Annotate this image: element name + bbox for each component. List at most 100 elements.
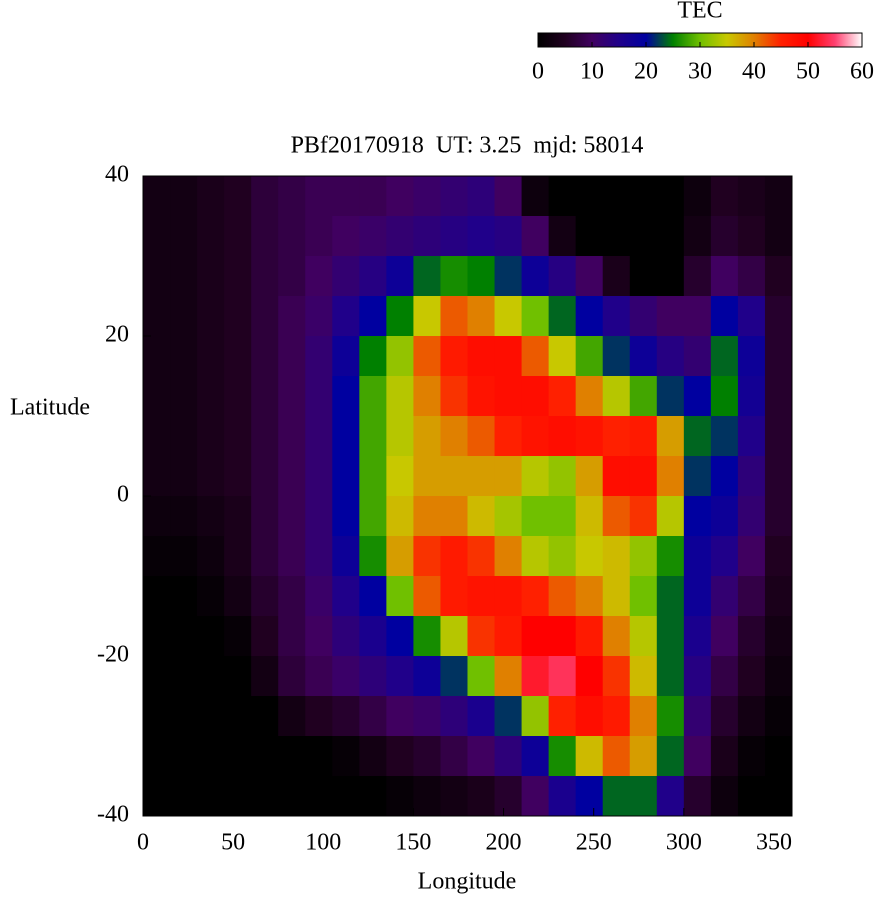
heatmap-cell [575, 576, 604, 617]
heatmap-cell [332, 296, 360, 337]
heatmap-cell [224, 216, 252, 257]
heatmap-cell [224, 696, 252, 737]
heatmap-cell [143, 736, 171, 777]
heatmap-cell [197, 256, 225, 297]
heatmap-cell [629, 536, 658, 577]
heatmap-cell [521, 416, 550, 457]
heatmap-cell [521, 336, 550, 377]
heatmap-cell [764, 176, 793, 217]
heatmap-cell [602, 696, 631, 737]
heatmap-cell [548, 376, 577, 417]
heatmap-cell [224, 456, 252, 497]
y-tick-label: -40 [97, 802, 129, 828]
heatmap-cell [197, 696, 225, 737]
heatmap-cell [710, 496, 739, 537]
heatmap-cell [224, 296, 252, 337]
heatmap-cell [467, 696, 496, 737]
heatmap-cell [143, 256, 171, 297]
heatmap-cell [656, 376, 685, 417]
heatmap-cell [683, 656, 712, 697]
heatmap-cell [656, 616, 685, 657]
chart-title: PBf20170918 UT: 3.25 mjd: 58014 [291, 133, 644, 159]
heatmap-cell [548, 336, 577, 377]
heatmap-cell [494, 576, 523, 617]
heatmap-cell [332, 176, 360, 217]
heatmap-cell [521, 536, 550, 577]
colorbar-tick-label: 20 [634, 59, 658, 85]
heatmap-cell [305, 256, 333, 297]
heatmap-cell [521, 216, 550, 257]
heatmap-cell [764, 616, 793, 657]
heatmap-cell [575, 536, 604, 577]
heatmap-cell [494, 376, 523, 417]
heatmap-cell [278, 216, 306, 257]
heatmap-cell [737, 256, 766, 297]
heatmap-cell [629, 696, 658, 737]
heatmap-cell [251, 176, 279, 217]
heatmap-cell [143, 176, 171, 217]
heatmap-cell [602, 176, 631, 217]
heatmap-cell [278, 496, 306, 537]
heatmap-cell [251, 336, 279, 377]
heatmap-cell [359, 776, 387, 817]
heatmap-cell [359, 416, 387, 457]
heatmap-cell [521, 616, 550, 657]
heatmap-cell [521, 656, 550, 697]
heatmap-cell [413, 776, 441, 817]
heatmap-cell [467, 736, 496, 777]
heatmap-cell [629, 336, 658, 377]
heatmap-cell [359, 496, 387, 537]
heatmap-cell [521, 696, 550, 737]
heatmap-cell [359, 296, 387, 337]
heatmap-cell [521, 176, 550, 217]
heatmap-cell [710, 336, 739, 377]
heatmap-cell [305, 376, 333, 417]
heatmap-cell [683, 776, 712, 817]
heatmap-cell [332, 336, 360, 377]
heatmap-cell [656, 696, 685, 737]
y-tick-label: 20 [105, 322, 129, 348]
heatmap-cell [494, 736, 523, 777]
heatmap-cell [197, 576, 225, 617]
heatmap-cell [602, 616, 631, 657]
colorbar-title: TEC [677, 0, 722, 24]
heatmap-cell [197, 216, 225, 257]
heatmap-cell [170, 736, 198, 777]
heatmap-cell [764, 496, 793, 537]
heatmap-cell [548, 176, 577, 217]
heatmap-cell [683, 576, 712, 617]
heatmap-cell [764, 576, 793, 617]
heatmap-cell [278, 416, 306, 457]
heatmap-cell [386, 696, 414, 737]
heatmap-cell [359, 176, 387, 217]
heatmap-cell [629, 496, 658, 537]
heatmap-cell [440, 376, 468, 417]
heatmap-cell [413, 296, 441, 337]
heatmap-cell [521, 376, 550, 417]
heatmap-cell [413, 736, 441, 777]
heatmap-cell [629, 576, 658, 617]
heatmap-cell [764, 216, 793, 257]
heatmap-cell [170, 336, 198, 377]
heatmap-cell [764, 376, 793, 417]
heatmap-cell [710, 376, 739, 417]
heatmap-cell [575, 296, 604, 337]
heatmap-cell [521, 456, 550, 497]
heatmap-cell [251, 536, 279, 577]
heatmap-cell [656, 776, 685, 817]
heatmap-cell [251, 696, 279, 737]
heatmap-cell [224, 256, 252, 297]
heatmap-cell [656, 536, 685, 577]
heatmap-cell [278, 696, 306, 737]
heatmap-cell [467, 296, 496, 337]
heatmap-cell [656, 336, 685, 377]
heatmap-cell [197, 176, 225, 217]
heatmap-cell [467, 416, 496, 457]
heatmap-cell [359, 616, 387, 657]
x-tick-label: 100 [305, 830, 341, 856]
x-tick-label: 0 [137, 830, 149, 856]
heatmap-cell [170, 216, 198, 257]
heatmap-cell [467, 456, 496, 497]
heatmap-cell [602, 216, 631, 257]
